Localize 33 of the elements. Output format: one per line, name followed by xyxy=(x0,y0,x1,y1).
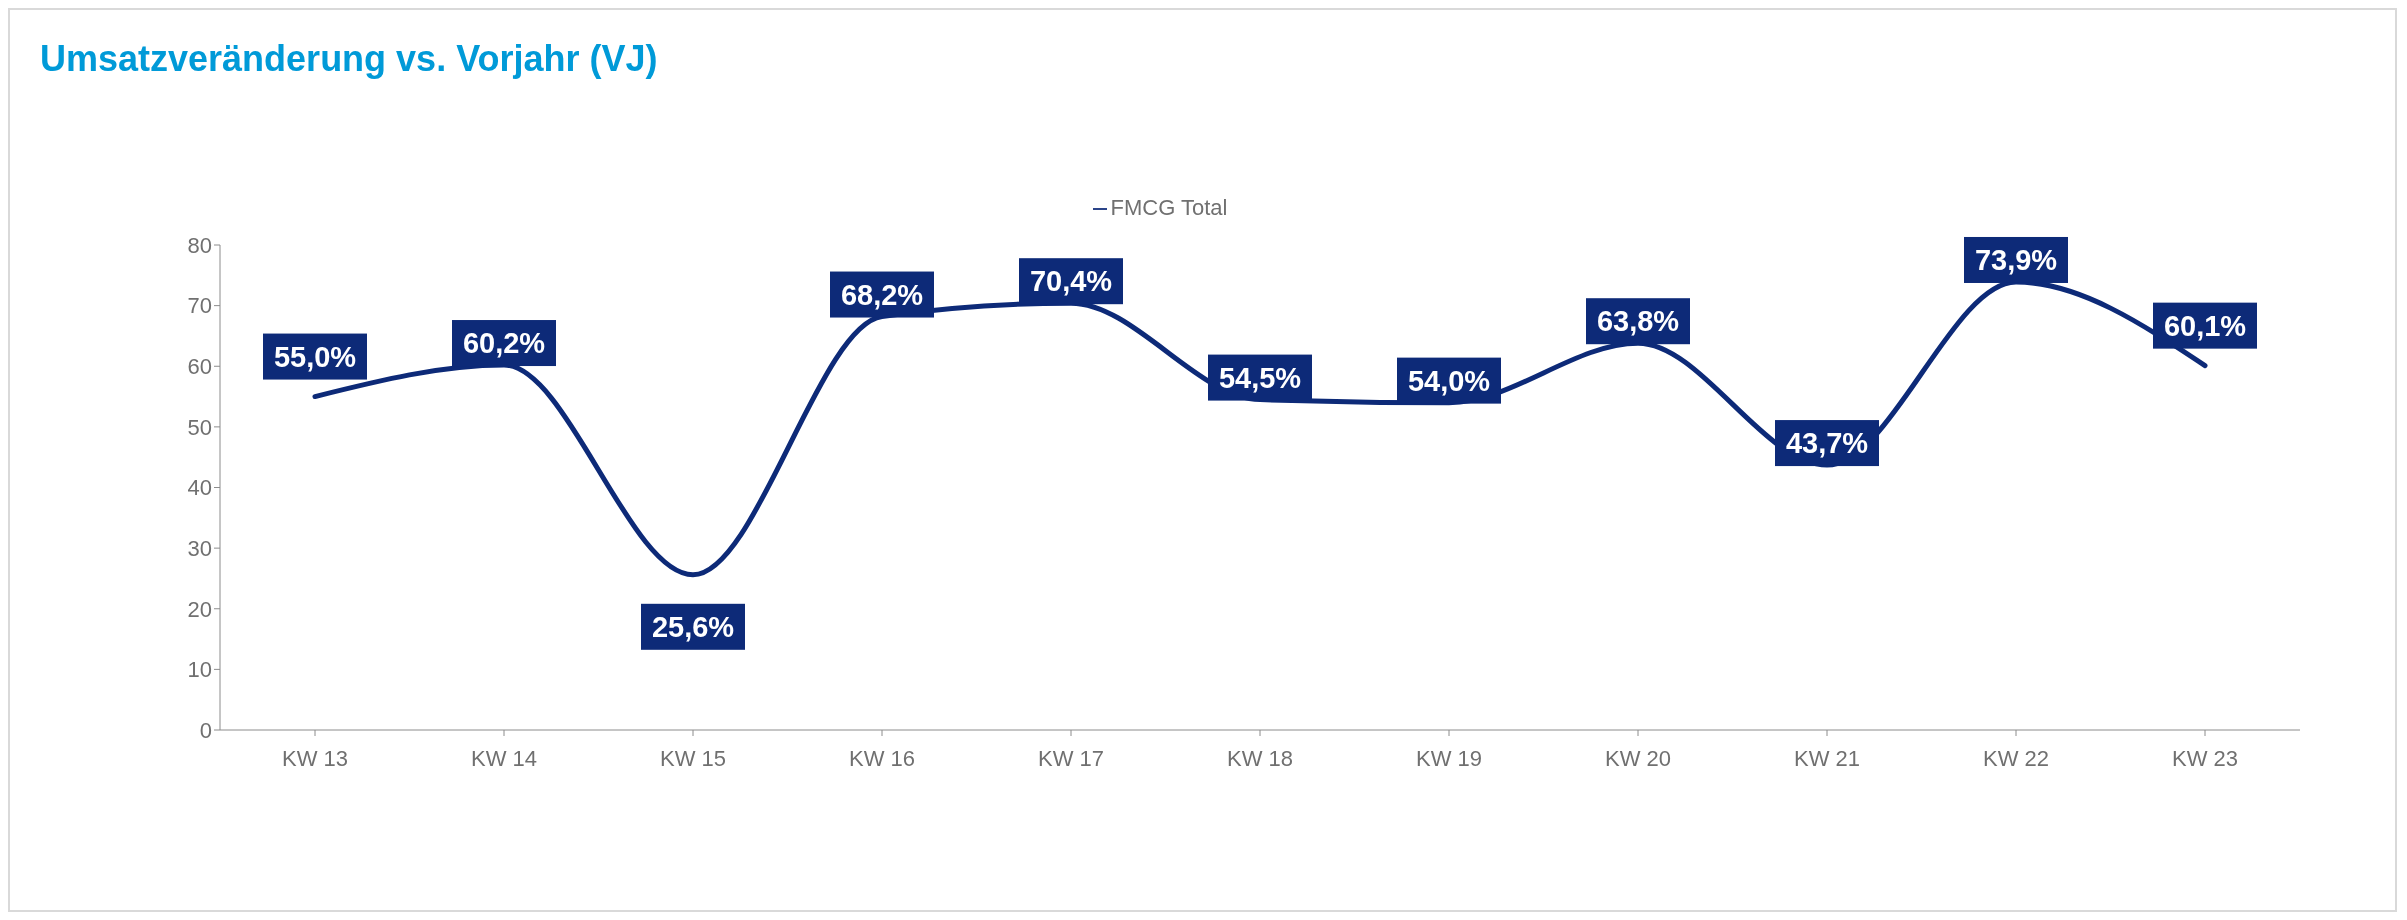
chart-title: Umsatzveränderung vs. Vorjahr (VJ) xyxy=(40,38,658,80)
data-label: 60,2% xyxy=(462,327,546,360)
x-tick-label: KW 13 xyxy=(281,745,349,771)
data-label: 63,8% xyxy=(1596,305,1680,338)
y-tick-label: 70 xyxy=(187,293,212,319)
x-tick-label: KW 19 xyxy=(1415,745,1483,771)
data-label: 73,9% xyxy=(1974,243,2058,276)
data-label: 55,0% xyxy=(273,340,357,373)
x-tick-label: KW 16 xyxy=(848,745,916,771)
y-tick-label: 0 xyxy=(199,717,212,743)
data-label: 54,5% xyxy=(1218,361,1302,394)
data-label: 54,0% xyxy=(1407,364,1491,397)
x-tick-label: KW 22 xyxy=(1982,745,2050,771)
x-tick-label: KW 18 xyxy=(1226,745,1294,771)
y-tick-label: 10 xyxy=(187,657,212,683)
x-tick-label: KW 20 xyxy=(1604,745,1672,771)
legend-label: FMCG Total xyxy=(1110,195,1228,220)
y-tick-label: 30 xyxy=(187,535,212,561)
data-label: 43,7% xyxy=(1785,427,1869,460)
y-tick-label: 60 xyxy=(187,354,212,380)
x-tick-label: KW 17 xyxy=(1037,745,1105,771)
data-label: 60,1% xyxy=(2163,309,2247,342)
y-tick-label: 80 xyxy=(187,232,212,258)
x-tick-label: KW 15 xyxy=(659,745,727,771)
y-tick-label: 40 xyxy=(187,475,212,501)
data-label: 25,6% xyxy=(651,610,735,643)
x-tick-label: KW 23 xyxy=(2171,745,2239,771)
y-tick-label: 20 xyxy=(187,596,212,622)
data-label: 68,2% xyxy=(840,278,924,311)
x-tick-label: KW 14 xyxy=(470,745,538,771)
x-tick-label: KW 21 xyxy=(1793,745,1861,771)
data-label: 70,4% xyxy=(1029,265,1113,298)
y-tick-label: 50 xyxy=(187,414,212,440)
